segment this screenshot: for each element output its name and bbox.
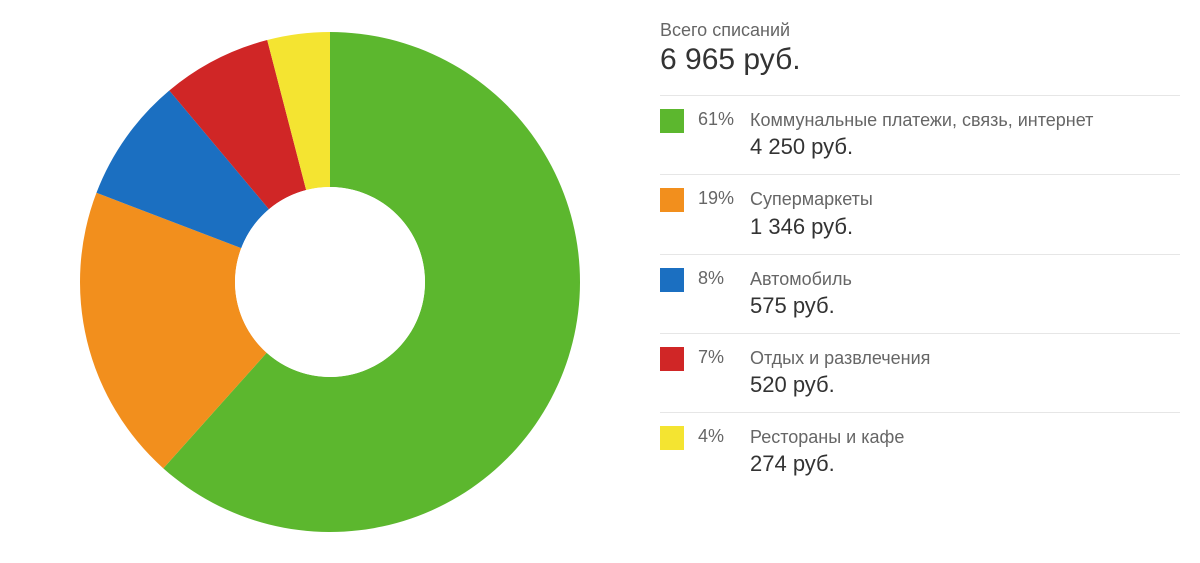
legend-amount: 520 руб.: [750, 372, 1180, 398]
donut-hole: [235, 187, 425, 377]
legend-label: Супермаркеты: [750, 187, 1110, 211]
legend-panel: Всего списаний 6 965 руб. 61%Коммунальны…: [660, 0, 1200, 563]
legend-row[interactable]: 8%Автомобиль575 руб.: [660, 254, 1180, 333]
total-label: Всего списаний: [660, 20, 1180, 41]
legend-amount: 1 346 руб.: [750, 214, 1180, 240]
legend-label: Рестораны и кафе: [750, 425, 1110, 449]
layout: Всего списаний 6 965 руб. 61%Коммунальны…: [0, 0, 1200, 563]
total-block: Всего списаний 6 965 руб.: [660, 20, 1180, 77]
legend-row[interactable]: 61%Коммунальные платежи, связь, интернет…: [660, 95, 1180, 174]
legend-percent: 19%: [698, 188, 750, 209]
legend-swatch: [660, 268, 684, 292]
legend-row[interactable]: 7%Отдых и развлечения520 руб.: [660, 333, 1180, 412]
legend-percent: 4%: [698, 426, 750, 447]
legend-label: Отдых и развлечения: [750, 346, 1110, 370]
legend-text: Автомобиль575 руб.: [750, 267, 1180, 319]
legend-percent: 8%: [698, 268, 750, 289]
donut-chart: [78, 30, 582, 534]
legend-list: 61%Коммунальные платежи, связь, интернет…: [660, 95, 1180, 491]
legend-percent: 7%: [698, 347, 750, 368]
legend-row[interactable]: 4%Рестораны и кафе274 руб.: [660, 412, 1180, 491]
legend-swatch: [660, 109, 684, 133]
legend-amount: 575 руб.: [750, 293, 1180, 319]
legend-percent: 61%: [698, 109, 750, 130]
legend-text: Коммунальные платежи, связь, интернет4 2…: [750, 108, 1180, 160]
legend-row[interactable]: 19%Супермаркеты 1 346 руб.: [660, 174, 1180, 253]
legend-swatch: [660, 188, 684, 212]
legend-amount: 4 250 руб.: [750, 134, 1180, 160]
legend-amount: 274 руб.: [750, 451, 1180, 477]
legend-text: Отдых и развлечения520 руб.: [750, 346, 1180, 398]
donut-chart-container: [0, 0, 660, 563]
legend-text: Рестораны и кафе274 руб.: [750, 425, 1180, 477]
legend-swatch: [660, 426, 684, 450]
total-amount: 6 965 руб.: [660, 43, 1180, 77]
legend-label: Автомобиль: [750, 267, 1110, 291]
legend-text: Супермаркеты 1 346 руб.: [750, 187, 1180, 239]
legend-swatch: [660, 347, 684, 371]
legend-label: Коммунальные платежи, связь, интернет: [750, 108, 1110, 132]
